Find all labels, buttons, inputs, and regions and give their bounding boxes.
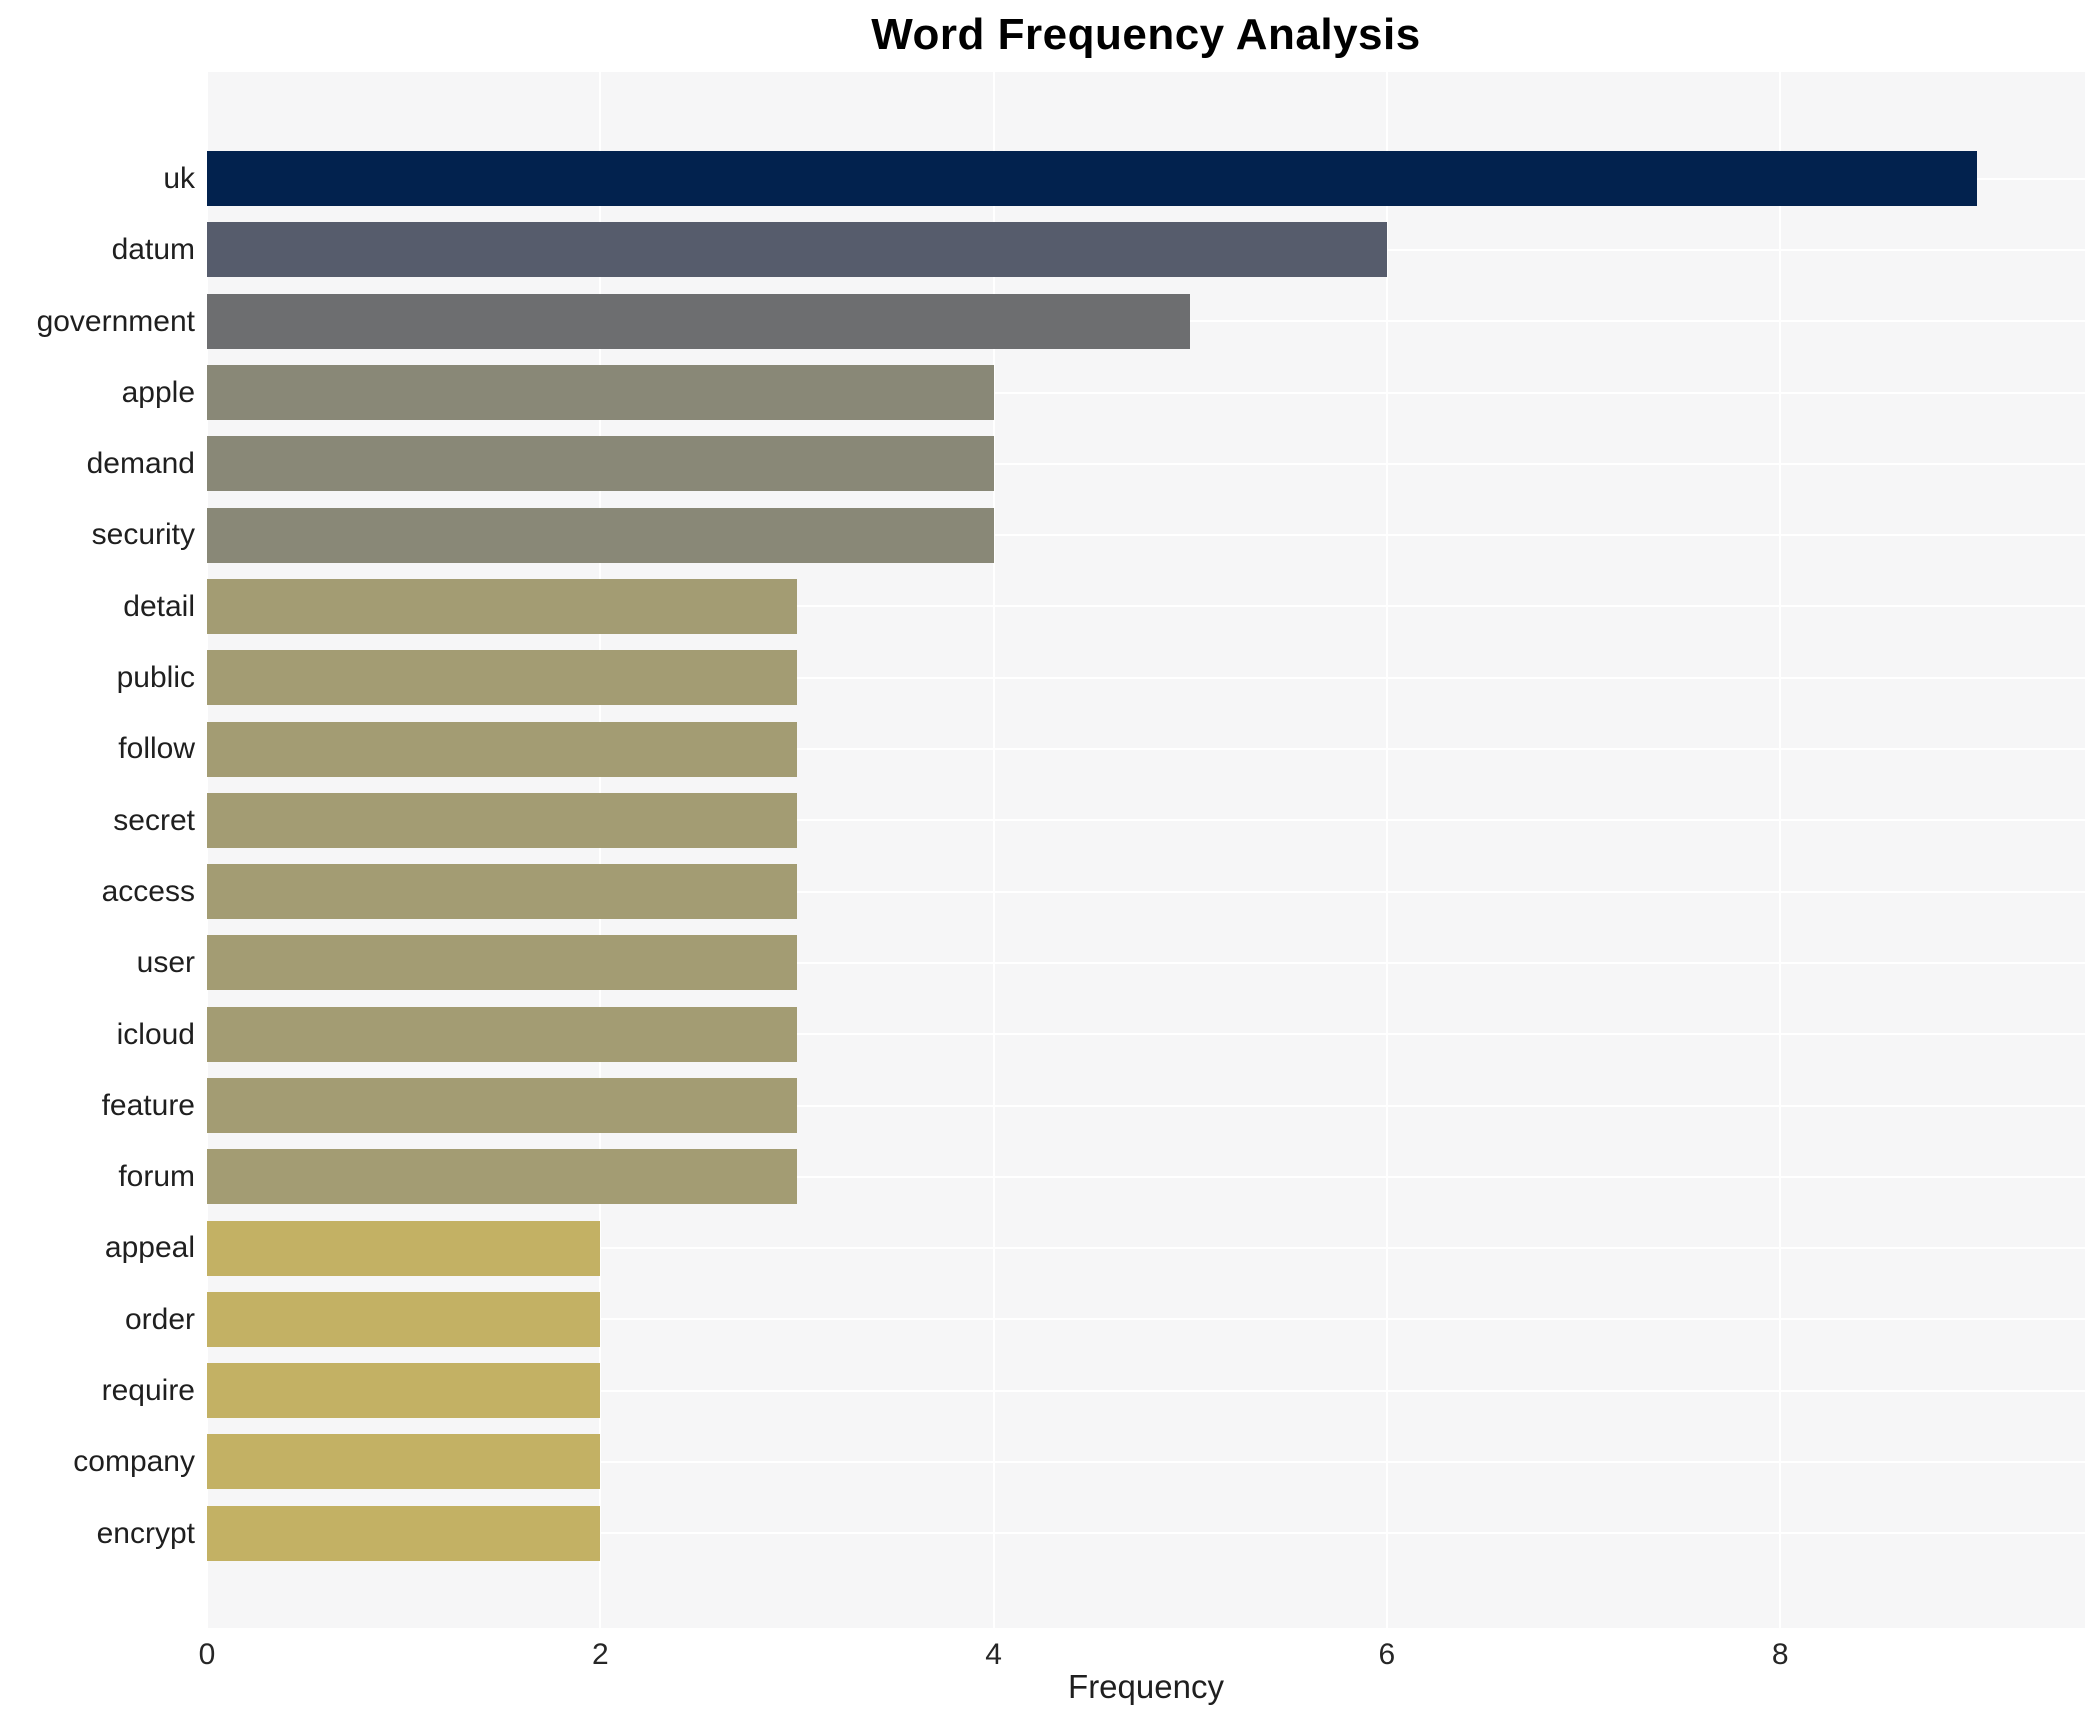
bar-public xyxy=(207,650,797,706)
gridline-y-follow xyxy=(207,748,2085,751)
bar-row-uk xyxy=(207,143,2085,214)
category-label-apple: apple xyxy=(121,375,195,409)
category-label-government: government xyxy=(36,304,195,338)
bar-government xyxy=(207,293,1191,349)
bar-row-datum xyxy=(207,214,2085,285)
gridline-y-company xyxy=(207,1461,2085,1464)
bar-appeal xyxy=(207,1220,601,1276)
bar-apple xyxy=(207,365,994,421)
category-label-company: company xyxy=(73,1445,195,1479)
bar-order xyxy=(207,1291,601,1347)
bar-row-detail xyxy=(207,571,2085,642)
gridline-y-order xyxy=(207,1318,2085,1321)
gridline-y-secret xyxy=(207,819,2085,822)
gridline-y-feature xyxy=(207,1104,2085,1107)
bar-company xyxy=(207,1434,601,1490)
gridline-x-4 xyxy=(992,72,995,1628)
bar-detail xyxy=(207,578,797,634)
bar-row-follow xyxy=(207,713,2085,784)
gridline-y-apple xyxy=(207,391,2085,394)
gridline-y-user xyxy=(207,961,2085,964)
gridline-y-detail xyxy=(207,605,2085,608)
category-label-uk: uk xyxy=(163,162,195,195)
category-label-order: order xyxy=(124,1302,195,1336)
category-label-appeal: appeal xyxy=(104,1231,195,1265)
bar-feature xyxy=(207,1078,797,1133)
bar-row-government xyxy=(207,286,2085,357)
bar-row-forum xyxy=(207,1141,2085,1212)
x-tick-label: 0 xyxy=(198,1638,216,1671)
gridline-y-appeal xyxy=(207,1247,2085,1250)
category-label-access: access xyxy=(101,874,195,908)
bar-row-secret xyxy=(207,785,2085,856)
gridline-x-8 xyxy=(1779,72,1782,1628)
bar-row-demand xyxy=(207,428,2085,499)
category-label-encrypt: encrypt xyxy=(96,1516,195,1550)
gridline-y-public xyxy=(207,676,2085,679)
bar-require xyxy=(207,1363,601,1419)
category-label-public: public xyxy=(116,661,195,695)
bar-datum xyxy=(207,222,1387,278)
bar-encrypt xyxy=(207,1505,601,1561)
gridline-y-security xyxy=(207,534,2085,537)
category-label-datum: datum xyxy=(111,233,195,267)
category-label-feature: feature xyxy=(101,1088,195,1122)
bar-row-feature xyxy=(207,1070,2085,1141)
bar-access xyxy=(207,864,797,920)
category-axis: uk datum government apple demand security deta… xyxy=(0,143,195,1569)
chart-title: Word Frequency Analysis xyxy=(871,10,1421,59)
bar-row-appeal xyxy=(207,1212,2085,1283)
category-label-icloud: icloud xyxy=(116,1017,195,1051)
category-label-secret: secret xyxy=(113,803,195,837)
bar-demand xyxy=(207,436,994,492)
gridline-y-require xyxy=(207,1389,2085,1392)
gridline-y-access xyxy=(207,890,2085,893)
category-label-user: user xyxy=(136,946,195,980)
category-label-demand: demand xyxy=(86,447,195,481)
x-tick-label: 8 xyxy=(1771,1638,1789,1671)
bar-secret xyxy=(207,792,797,848)
category-label-detail: detail xyxy=(123,589,195,623)
bar-security xyxy=(207,507,994,563)
category-label-forum: forum xyxy=(118,1160,195,1194)
bar-row-public xyxy=(207,642,2085,713)
x-tick-label: 6 xyxy=(1378,1638,1396,1671)
category-label-security: security xyxy=(91,518,195,552)
bar-user xyxy=(207,935,797,991)
plot-area xyxy=(206,72,2085,1628)
gridline-y-demand xyxy=(207,462,2085,465)
x-tick-label: 2 xyxy=(591,1638,609,1671)
bar-row-encrypt xyxy=(207,1498,2085,1569)
bar-icloud xyxy=(207,1006,797,1062)
bar-row-order xyxy=(207,1284,2085,1355)
category-label-follow: follow xyxy=(118,732,195,766)
gridline-y-forum xyxy=(207,1175,2085,1178)
x-axis-label: Frequency xyxy=(1068,1668,1224,1705)
gridline-x-2 xyxy=(599,72,602,1628)
gridline-x-6 xyxy=(1385,72,1388,1628)
bar-row-require xyxy=(207,1355,2085,1426)
gridline-y-icloud xyxy=(207,1033,2085,1036)
bars xyxy=(207,143,2085,1569)
x-tick-label: 4 xyxy=(985,1638,1002,1671)
gridline-y-encrypt xyxy=(207,1532,2085,1535)
bar-row-company xyxy=(207,1426,2085,1497)
bar-forum xyxy=(207,1149,797,1205)
bar-follow xyxy=(207,721,797,777)
bar-row-security xyxy=(207,499,2085,570)
category-label-require: require xyxy=(101,1374,195,1408)
bar-uk xyxy=(207,151,1977,207)
bar-row-apple xyxy=(207,357,2085,428)
gridline-x-0 xyxy=(206,72,208,1628)
bar-row-access xyxy=(207,856,2085,927)
bar-row-icloud xyxy=(207,999,2085,1070)
bar-row-user xyxy=(207,927,2085,998)
